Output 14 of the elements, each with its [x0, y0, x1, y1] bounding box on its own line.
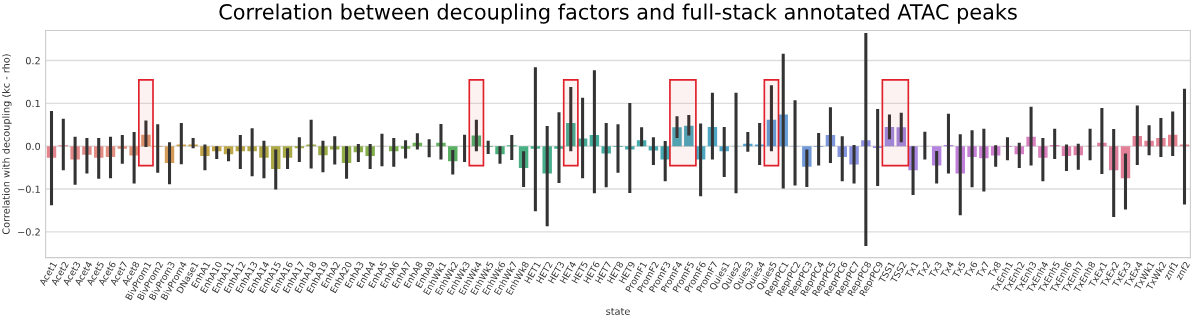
x-axis-title: state — [606, 308, 630, 315]
y-tick-label: 0.1 — [25, 99, 40, 108]
y-axis-title: Correlation with decoupling (kc - rho) — [2, 54, 12, 235]
y-tick-label: 0.2 — [25, 56, 40, 65]
chart-title: Correlation between decoupling factors and full-stack annotated ATAC peaks — [219, 3, 1017, 24]
y-tick-label: −0.1 — [18, 185, 40, 193]
y-tick-label: 0.0 — [25, 142, 41, 151]
x-tick-label: Tx4 — [940, 260, 955, 279]
y-tick-label: −0.2 — [18, 228, 40, 236]
x-tick-label: Tx6 — [963, 260, 978, 279]
x-tick-label: Tx2 — [916, 261, 931, 279]
x-tick-label: Tx5 — [952, 261, 966, 279]
x-tick-label: Tx3 — [928, 261, 943, 279]
x-tick-label: Tx1 — [904, 261, 919, 279]
